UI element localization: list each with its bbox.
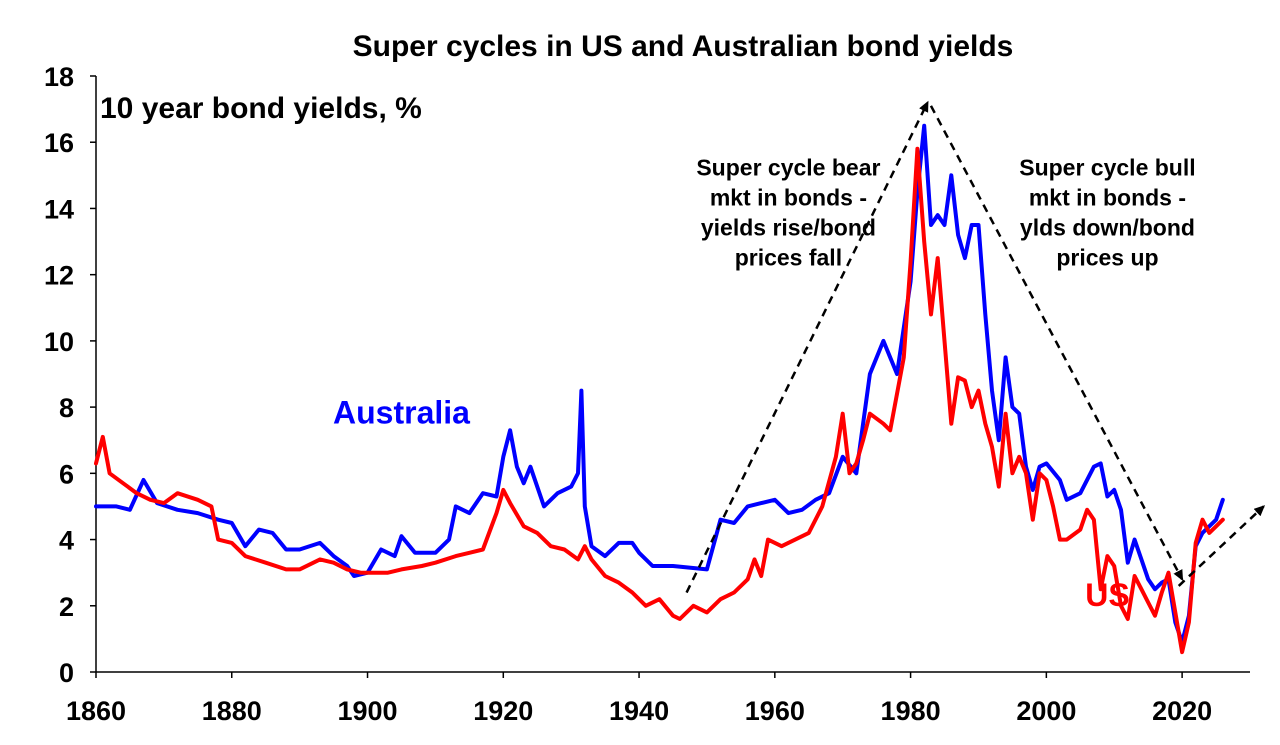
x-tick-label: 1860 bbox=[66, 696, 126, 726]
series-line-us bbox=[94, 146, 1225, 655]
y-tick-label: 8 bbox=[59, 393, 74, 423]
y-tick-label: 0 bbox=[59, 658, 74, 688]
y-tick-label: 6 bbox=[59, 459, 74, 489]
series-label-us: US bbox=[1085, 577, 1129, 613]
annotation-line: prices fall bbox=[735, 244, 842, 270]
trend-arrow bbox=[929, 105, 1184, 582]
annotations: Super cycle bear mkt in bonds - yields ris… bbox=[685, 100, 1266, 594]
x-tick-label: 1920 bbox=[473, 696, 533, 726]
y-tick-label: 14 bbox=[44, 194, 74, 224]
y-tick-label: 16 bbox=[44, 128, 74, 158]
trend-arrow bbox=[685, 100, 929, 594]
axes: 0 2 4 6 8 10 12 14 16 18 1860 1880 1900 1920 1940 1960 1… bbox=[44, 62, 1250, 726]
x-tick-label: 1960 bbox=[745, 696, 805, 726]
x-tick-label: 1900 bbox=[337, 696, 397, 726]
x-tick-label: 1880 bbox=[202, 696, 262, 726]
annotation-line: prices up bbox=[1056, 244, 1158, 270]
x-tick-label: 1980 bbox=[881, 696, 941, 726]
annotation-line: Super cycle bull bbox=[1019, 154, 1195, 180]
annotation-line: ylds down/bond bbox=[1020, 214, 1195, 240]
y-tick-label: 4 bbox=[59, 526, 74, 556]
annotation-line: mkt in bonds - bbox=[710, 184, 867, 210]
chart-title: Super cycles in US and Australian bond y… bbox=[353, 30, 1014, 63]
y-tick-label: 18 bbox=[44, 62, 74, 92]
trend-arrow bbox=[1177, 505, 1266, 587]
y-tick-label: 2 bbox=[59, 592, 74, 622]
series-label-australia: Australia bbox=[333, 395, 470, 431]
annotation-text: Super cycle bear mkt in bonds - yields ris… bbox=[696, 154, 880, 270]
y-tick-label: 12 bbox=[44, 261, 74, 291]
x-tick-label: 2000 bbox=[1016, 696, 1076, 726]
x-tick-label: 2020 bbox=[1152, 696, 1212, 726]
annotation-line: mkt in bonds - bbox=[1029, 184, 1186, 210]
y-tick-label: 10 bbox=[44, 327, 74, 357]
plot-area: Australia US bbox=[94, 123, 1225, 655]
annotation-line: yields rise/bond bbox=[701, 214, 876, 240]
y-axis-label: 10 year bond yields, % bbox=[100, 92, 422, 125]
x-tick-label: 1940 bbox=[609, 696, 669, 726]
annotation-text: Super cycle bull mkt in bonds - ylds down/… bbox=[1019, 154, 1195, 270]
annotation-line: Super cycle bear bbox=[696, 154, 880, 180]
